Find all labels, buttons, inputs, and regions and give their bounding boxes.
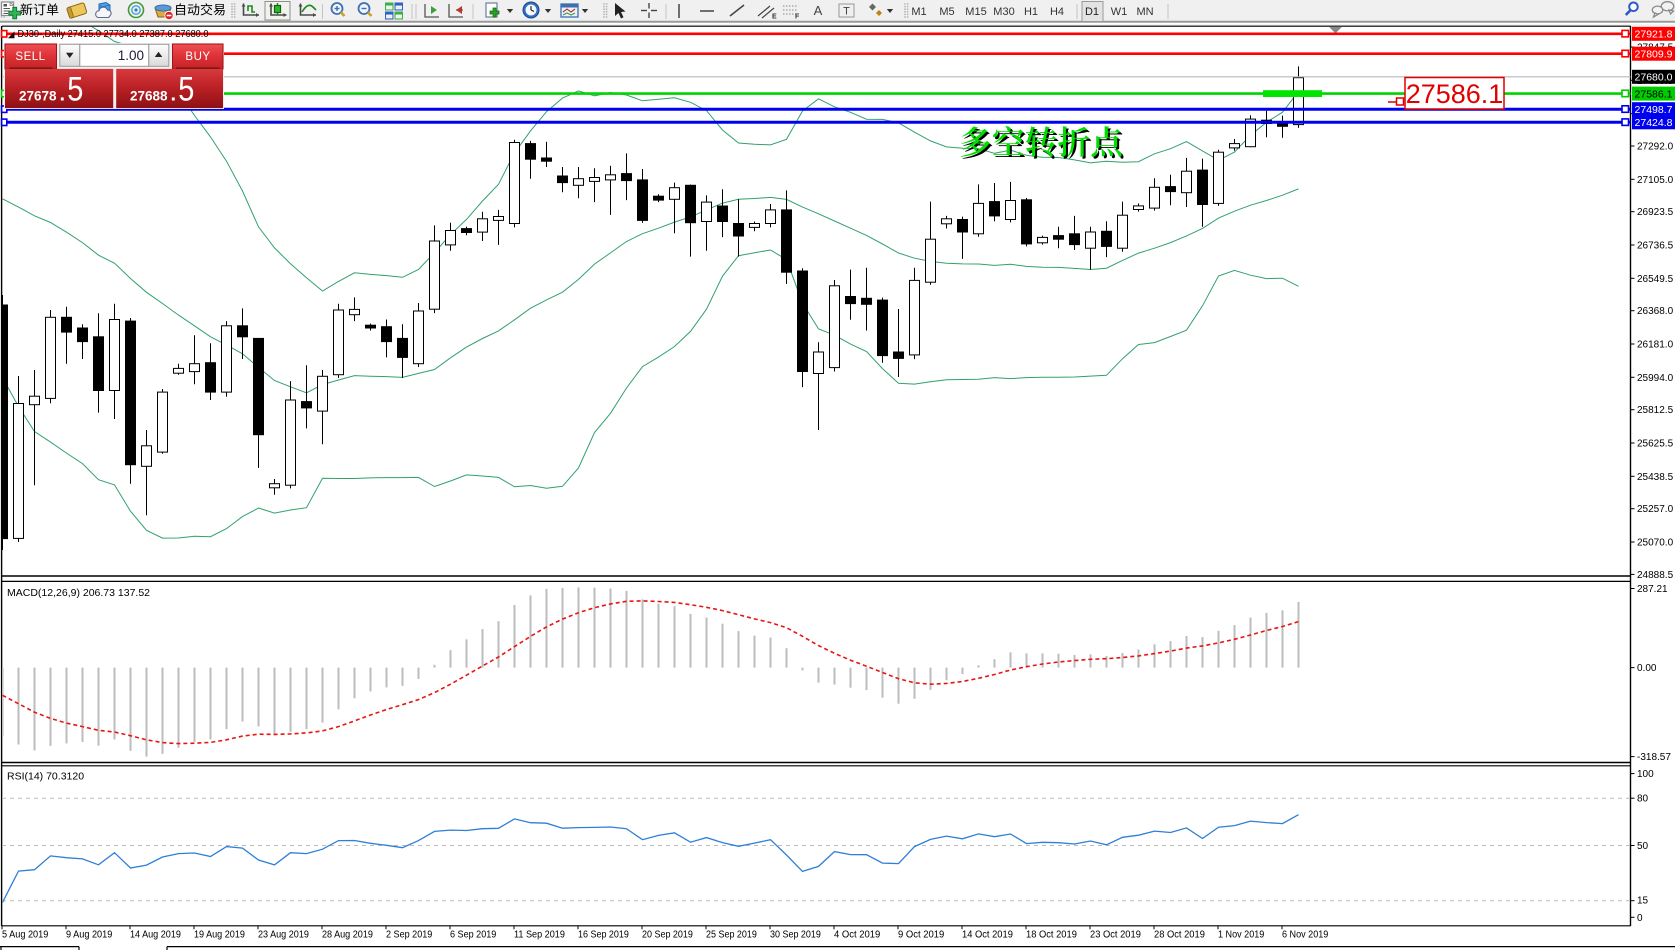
svg-text:28 Oct 2019: 28 Oct 2019 [1154,930,1205,941]
svg-text:30 Sep 2019: 30 Sep 2019 [770,930,821,941]
svg-text:5 Aug 2019: 5 Aug 2019 [2,930,49,941]
svg-text:H1: H1 [1024,6,1038,18]
svg-text:24888.5: 24888.5 [1637,570,1674,581]
svg-text:RSI(14) 70.3120: RSI(14) 70.3120 [7,771,84,783]
svg-text:50: 50 [1637,841,1649,852]
svg-text:M1: M1 [911,6,926,18]
svg-text:27292.0: 27292.0 [1637,142,1674,153]
svg-text:11 Sep 2019: 11 Sep 2019 [514,930,565,941]
svg-text:M5: M5 [939,6,954,18]
svg-text:14 Oct 2019: 14 Oct 2019 [962,930,1013,941]
svg-text:25257.0: 25257.0 [1637,504,1674,515]
svg-text:A: A [814,3,823,18]
svg-text:E: E [772,14,777,21]
svg-text:SELL: SELL [15,51,45,63]
svg-text:27586.1: 27586.1 [1406,79,1504,109]
svg-text:F: F [795,14,800,21]
svg-text:5: 5 [67,69,83,108]
svg-text:25812.5: 25812.5 [1637,405,1674,416]
svg-text:23 Aug 2019: 23 Aug 2019 [258,930,309,941]
svg-text:-318.57: -318.57 [1637,752,1671,763]
svg-text:DJ30-,Daily 27415.0 27734.0 2: DJ30-,Daily 27415.0 27734.0 27387.0 2768… [18,28,209,40]
svg-text:9 Oct 2019: 9 Oct 2019 [898,930,945,941]
svg-text:15: 15 [1637,896,1649,907]
svg-text:M30: M30 [993,6,1014,18]
svg-text:MACD(12,26,9) 206.73 137.52: MACD(12,26,9) 206.73 137.52 [7,587,150,599]
svg-text:M15: M15 [965,6,986,18]
svg-text:26181.0: 26181.0 [1637,340,1674,351]
svg-text:26923.5: 26923.5 [1637,207,1674,218]
svg-text:MN: MN [1136,6,1153,18]
svg-text:26736.5: 26736.5 [1637,241,1674,252]
svg-text:23 Oct 2019: 23 Oct 2019 [1090,930,1141,941]
svg-text:.: . [60,83,66,105]
svg-text:26368.0: 26368.0 [1637,306,1674,317]
svg-text:25625.5: 25625.5 [1637,439,1674,450]
svg-text:BUY: BUY [185,51,210,63]
svg-text:0: 0 [1637,913,1643,924]
svg-text:100: 100 [1637,769,1654,780]
svg-text:H4: H4 [1050,6,1064,18]
svg-text:25070.0: 25070.0 [1637,538,1674,549]
svg-text:16 Sep 2019: 16 Sep 2019 [578,930,629,941]
svg-text:27688: 27688 [130,88,168,103]
svg-text:6 Sep 2019: 6 Sep 2019 [450,930,497,941]
svg-text:27680.0: 27680.0 [1635,72,1673,84]
svg-text:287.21: 287.21 [1637,584,1668,595]
svg-text:D1: D1 [1085,6,1099,18]
svg-text:0.00: 0.00 [1637,663,1657,674]
svg-text:5: 5 [178,69,194,108]
svg-text:6 Nov 2019: 6 Nov 2019 [1282,930,1329,941]
svg-text:1.00: 1.00 [118,48,144,63]
svg-text:T: T [843,6,850,18]
svg-text:28 Aug 2019: 28 Aug 2019 [322,930,373,941]
svg-text:27809.9: 27809.9 [1635,49,1673,61]
svg-text:27586.1: 27586.1 [1635,88,1673,100]
svg-text:9 Aug 2019: 9 Aug 2019 [66,930,113,941]
svg-text:27921.8: 27921.8 [1635,29,1673,41]
svg-text:18 Oct 2019: 18 Oct 2019 [1026,930,1077,941]
svg-text:26549.5: 26549.5 [1637,274,1674,285]
svg-text:27105.0: 27105.0 [1637,175,1674,186]
svg-text:27424.8: 27424.8 [1635,117,1673,129]
svg-text:27678: 27678 [19,88,57,103]
svg-text:25438.5: 25438.5 [1637,472,1674,483]
svg-text:20 Sep 2019: 20 Sep 2019 [642,930,693,941]
svg-text:25 Sep 2019: 25 Sep 2019 [706,930,757,941]
svg-text:2 Sep 2019: 2 Sep 2019 [386,930,433,941]
svg-text:W1: W1 [1111,6,1128,18]
svg-text:14 Aug 2019: 14 Aug 2019 [130,930,181,941]
svg-text:19 Aug 2019: 19 Aug 2019 [194,930,245,941]
svg-text:27498.7: 27498.7 [1635,104,1673,116]
svg-text:80: 80 [1637,794,1649,805]
svg-text:1 Nov 2019: 1 Nov 2019 [1218,930,1265,941]
svg-text:.: . [171,83,177,105]
svg-text:4 Oct 2019: 4 Oct 2019 [834,930,881,941]
svg-text:25994.0: 25994.0 [1637,373,1674,384]
